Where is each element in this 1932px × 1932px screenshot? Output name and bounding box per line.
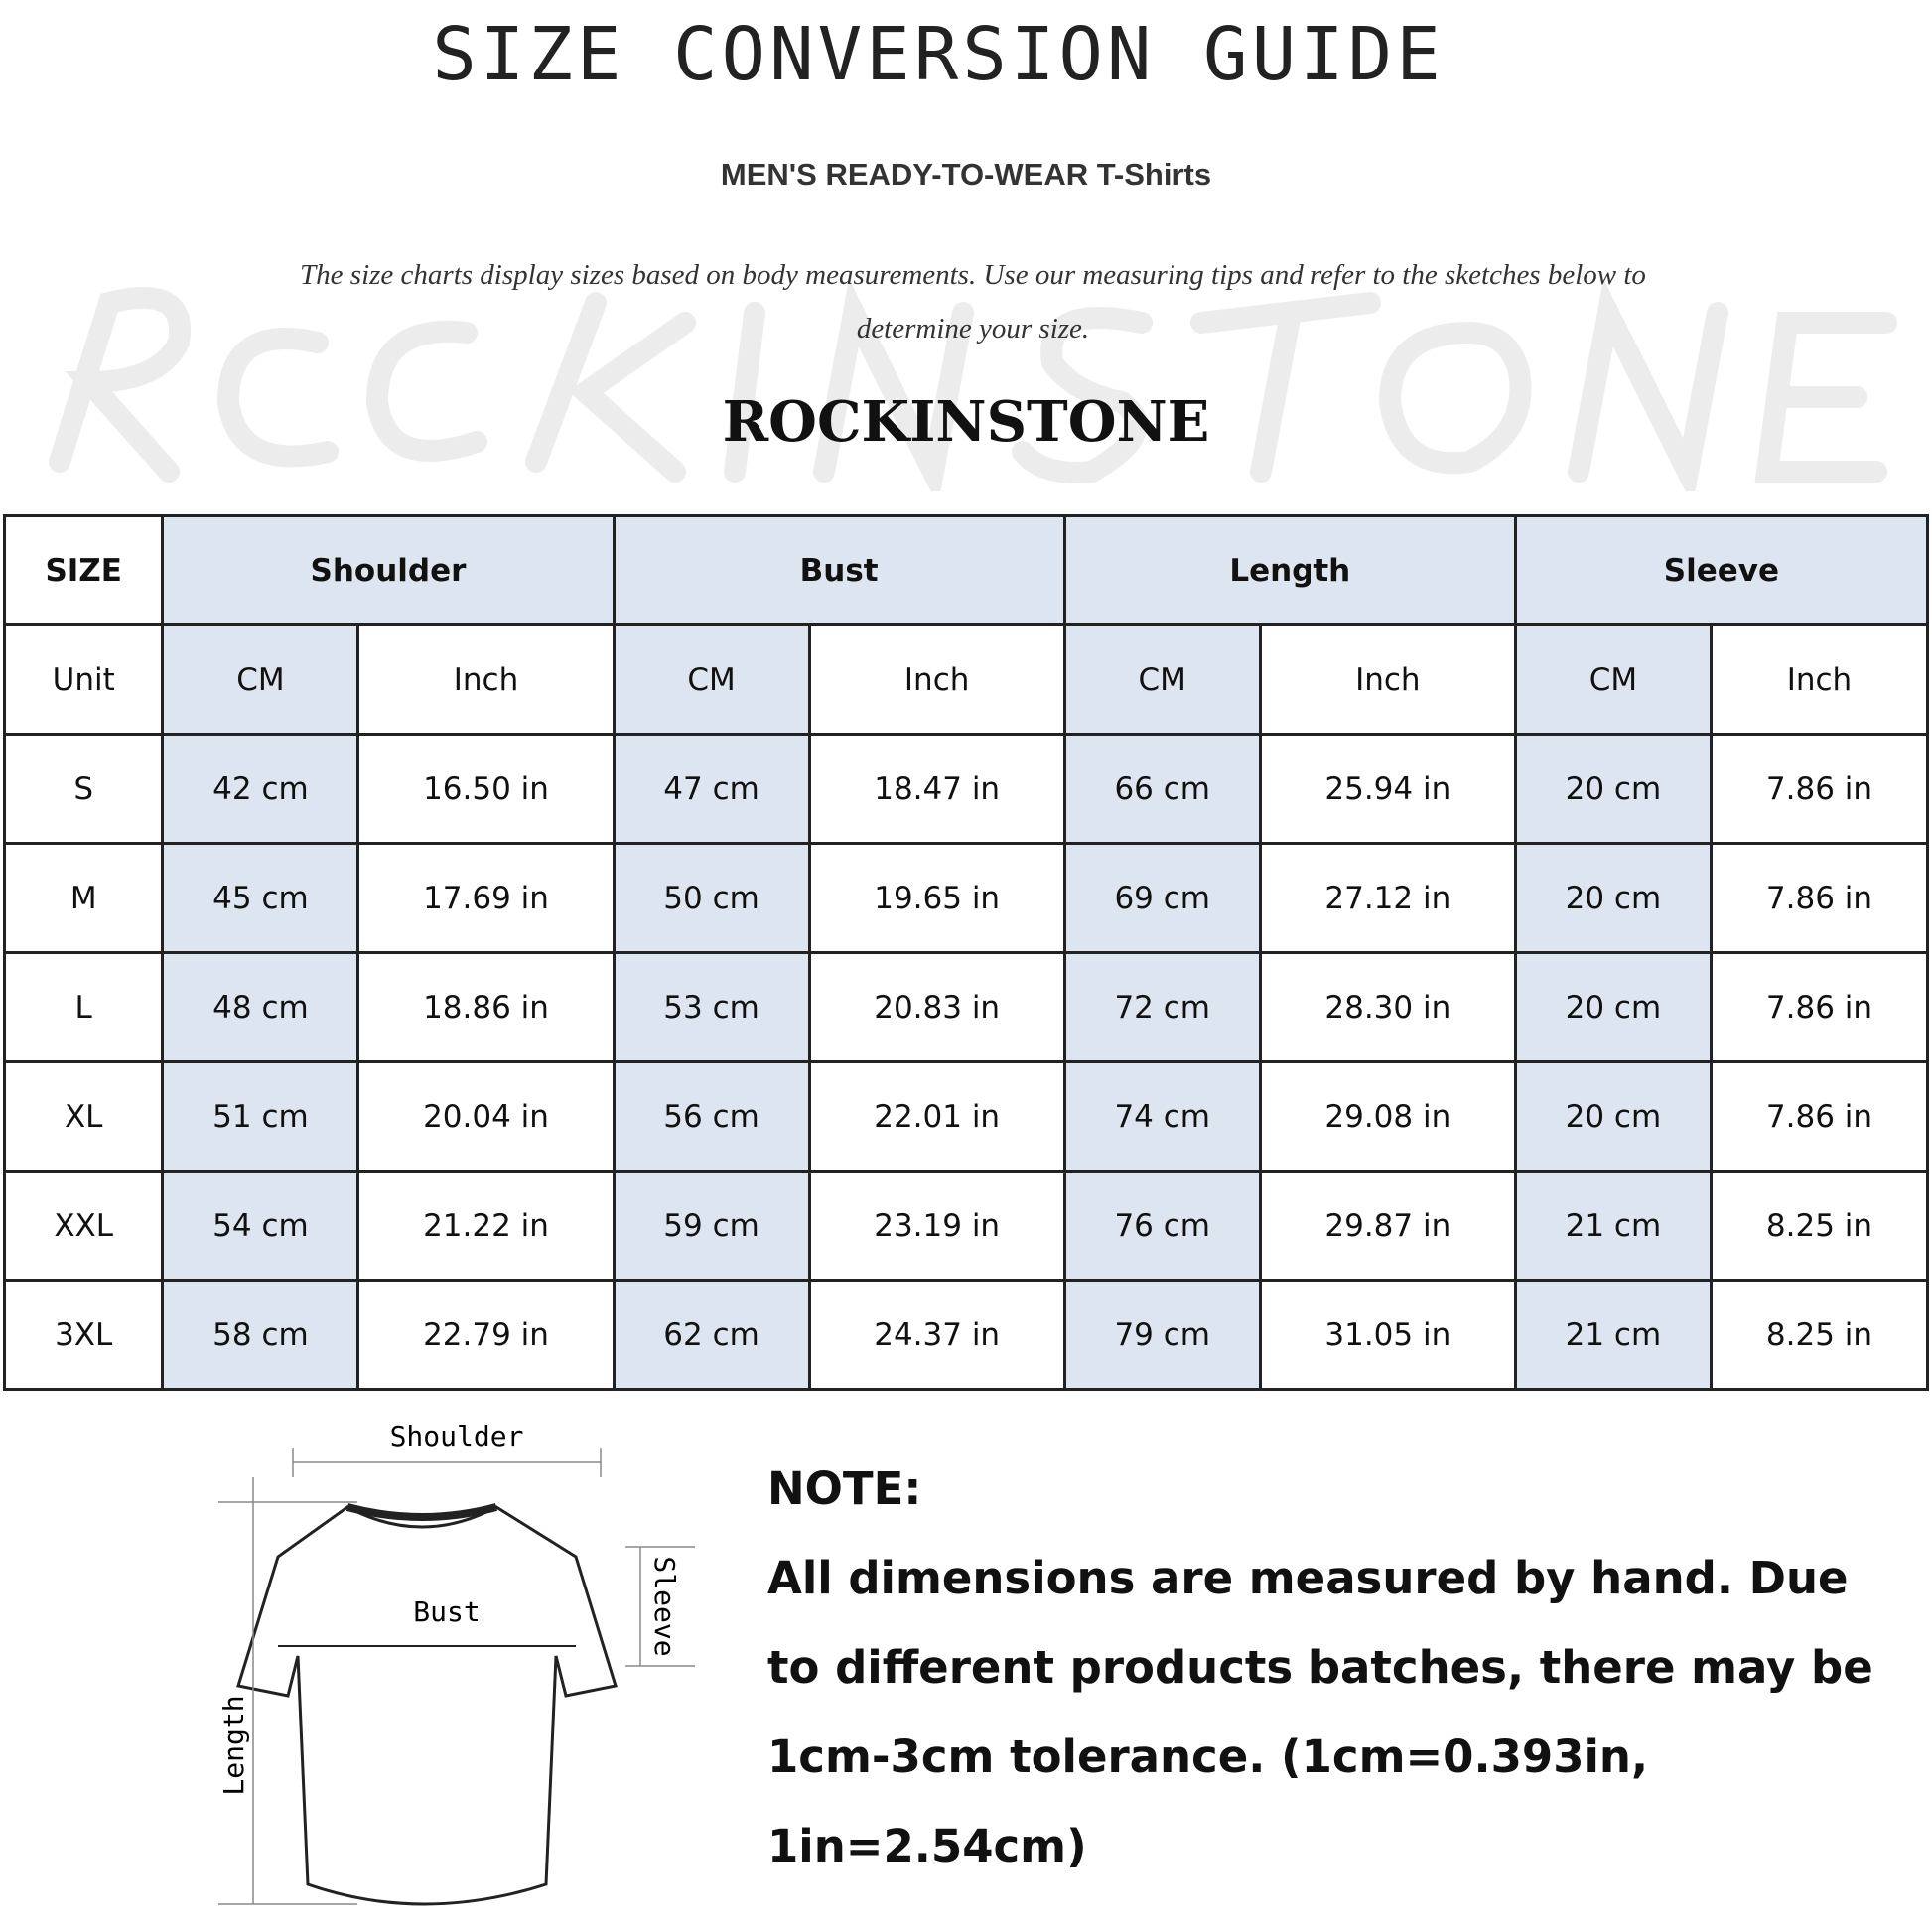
note: NOTE: All dimensions are measured by han… bbox=[767, 1445, 1899, 1891]
unit-cell: CM bbox=[612, 623, 811, 736]
page-title: SIZE CONVERSION GUIDE bbox=[432, 12, 1445, 97]
size-cell: M bbox=[2, 842, 165, 954]
value-cell: 17.69 in bbox=[356, 842, 616, 954]
value-cell: 54 cm bbox=[161, 1170, 360, 1282]
header-cell: Shoulder bbox=[161, 514, 616, 626]
subtitle: MEN'S READY-TO-WEAR T-Shirts bbox=[720, 157, 1212, 192]
unit-cell: Inch bbox=[356, 623, 616, 736]
value-cell: 74 cm bbox=[1062, 1060, 1262, 1173]
value-cell: 16.50 in bbox=[356, 733, 616, 845]
value-cell: 7.86 in bbox=[1709, 733, 1930, 845]
value-cell: 7.86 in bbox=[1709, 1060, 1930, 1173]
value-cell: 20 cm bbox=[1513, 1060, 1713, 1173]
value-cell: 20 cm bbox=[1513, 733, 1713, 845]
value-cell: 76 cm bbox=[1062, 1170, 1262, 1282]
value-cell: 27.12 in bbox=[1258, 842, 1517, 954]
length-label: Length bbox=[217, 1695, 250, 1795]
header-cell: Length bbox=[1062, 514, 1517, 626]
value-cell: 42 cm bbox=[161, 733, 360, 845]
value-cell: 62 cm bbox=[612, 1279, 811, 1391]
size-cell: S bbox=[2, 733, 165, 845]
unit-cell: CM bbox=[161, 623, 360, 736]
header-cell: Bust bbox=[612, 514, 1066, 626]
value-cell: 72 cm bbox=[1062, 951, 1262, 1063]
value-cell: 47 cm bbox=[612, 733, 811, 845]
value-cell: 7.86 in bbox=[1709, 951, 1930, 1063]
value-cell: 58 cm bbox=[161, 1279, 360, 1391]
note-heading: NOTE: bbox=[767, 1462, 922, 1515]
table-row: XL 51 cm 20.04 in 56 cm 22.01 in 74 cm 29.08 i… bbox=[2, 1060, 1930, 1173]
table-row: S 42 cm 16.50 in 47 cm 18.47 in 66 cm 25.94 in… bbox=[2, 733, 1930, 845]
value-cell: 69 cm bbox=[1062, 842, 1262, 954]
unit-cell: CM bbox=[1513, 623, 1713, 736]
value-cell: 21.22 in bbox=[356, 1170, 616, 1282]
sleeve-label: Sleeve bbox=[648, 1556, 681, 1656]
unit-row: Unit CM Inch CM Inch CM Inch CM Inch bbox=[2, 623, 1930, 736]
bust-label: Bust bbox=[413, 1595, 480, 1628]
value-cell: 24.37 in bbox=[807, 1279, 1066, 1391]
value-cell: 20.04 in bbox=[356, 1060, 616, 1173]
header-cell: SIZE bbox=[2, 514, 165, 626]
size-table: SIZE Shoulder Bust Length Sleeve Unit CM Inch CM… bbox=[2, 514, 1930, 1391]
value-cell: 29.08 in bbox=[1258, 1060, 1517, 1173]
table-row: L 48 cm 18.86 in 53 cm 20.83 in 72 cm 28.30 in… bbox=[2, 951, 1930, 1063]
value-cell: 23.19 in bbox=[807, 1170, 1066, 1282]
size-cell: XL bbox=[2, 1060, 165, 1173]
value-cell: 22.79 in bbox=[356, 1279, 616, 1391]
watermark-logo bbox=[49, 278, 1897, 491]
value-cell: 66 cm bbox=[1062, 733, 1262, 845]
value-cell: 21 cm bbox=[1513, 1170, 1713, 1282]
header-row: SIZE Shoulder Bust Length Sleeve bbox=[2, 514, 1930, 626]
value-cell: 8.25 in bbox=[1709, 1170, 1930, 1282]
value-cell: 18.86 in bbox=[356, 951, 616, 1063]
value-cell: 20 cm bbox=[1513, 951, 1713, 1063]
header-cell: Sleeve bbox=[1513, 514, 1930, 626]
unit-cell: Unit bbox=[2, 623, 165, 736]
value-cell: 50 cm bbox=[612, 842, 811, 954]
value-cell: 51 cm bbox=[161, 1060, 360, 1173]
table-row: XXL 54 cm 21.22 in 59 cm 23.19 in 76 cm 29.87 … bbox=[2, 1170, 1930, 1282]
value-cell: 25.94 in bbox=[1258, 733, 1517, 845]
value-cell: 29.87 in bbox=[1258, 1170, 1517, 1282]
value-cell: 22.01 in bbox=[807, 1060, 1066, 1173]
note-text: All dimensions are measured by hand. Due… bbox=[767, 1552, 1873, 1872]
table-row: M 45 cm 17.69 in 50 cm 19.65 in 69 cm 27.12 in… bbox=[2, 842, 1930, 954]
unit-cell: Inch bbox=[807, 623, 1066, 736]
shoulder-label: Shoulder bbox=[390, 1420, 524, 1452]
value-cell: 31.05 in bbox=[1258, 1279, 1517, 1391]
value-cell: 45 cm bbox=[161, 842, 360, 954]
tshirt-measurement-sketch: Shoulder Bust Length Sleeve bbox=[217, 1420, 695, 1906]
size-cell: XXL bbox=[2, 1170, 165, 1282]
value-cell: 28.30 in bbox=[1258, 951, 1517, 1063]
value-cell: 7.86 in bbox=[1709, 842, 1930, 954]
unit-cell: Inch bbox=[1258, 623, 1517, 736]
table-row: 3XL 58 cm 22.79 in 62 cm 24.37 in 79 cm 31.05 … bbox=[2, 1279, 1930, 1391]
value-cell: 53 cm bbox=[612, 951, 811, 1063]
value-cell: 20.83 in bbox=[807, 951, 1066, 1063]
value-cell: 21 cm bbox=[1513, 1279, 1713, 1391]
value-cell: 8.25 in bbox=[1709, 1279, 1930, 1391]
value-cell: 59 cm bbox=[612, 1170, 811, 1282]
value-cell: 20 cm bbox=[1513, 842, 1713, 954]
value-cell: 18.47 in bbox=[807, 733, 1066, 845]
unit-cell: CM bbox=[1062, 623, 1262, 736]
value-cell: 79 cm bbox=[1062, 1279, 1262, 1391]
value-cell: 48 cm bbox=[161, 951, 360, 1063]
value-cell: 19.65 in bbox=[807, 842, 1066, 954]
size-cell: 3XL bbox=[2, 1279, 165, 1391]
value-cell: 56 cm bbox=[612, 1060, 811, 1173]
description: The size charts display sizes based on b… bbox=[300, 259, 1646, 345]
unit-cell: Inch bbox=[1709, 623, 1930, 736]
brand-name: ROCKINSTONE bbox=[722, 389, 1210, 455]
size-cell: L bbox=[2, 951, 165, 1063]
